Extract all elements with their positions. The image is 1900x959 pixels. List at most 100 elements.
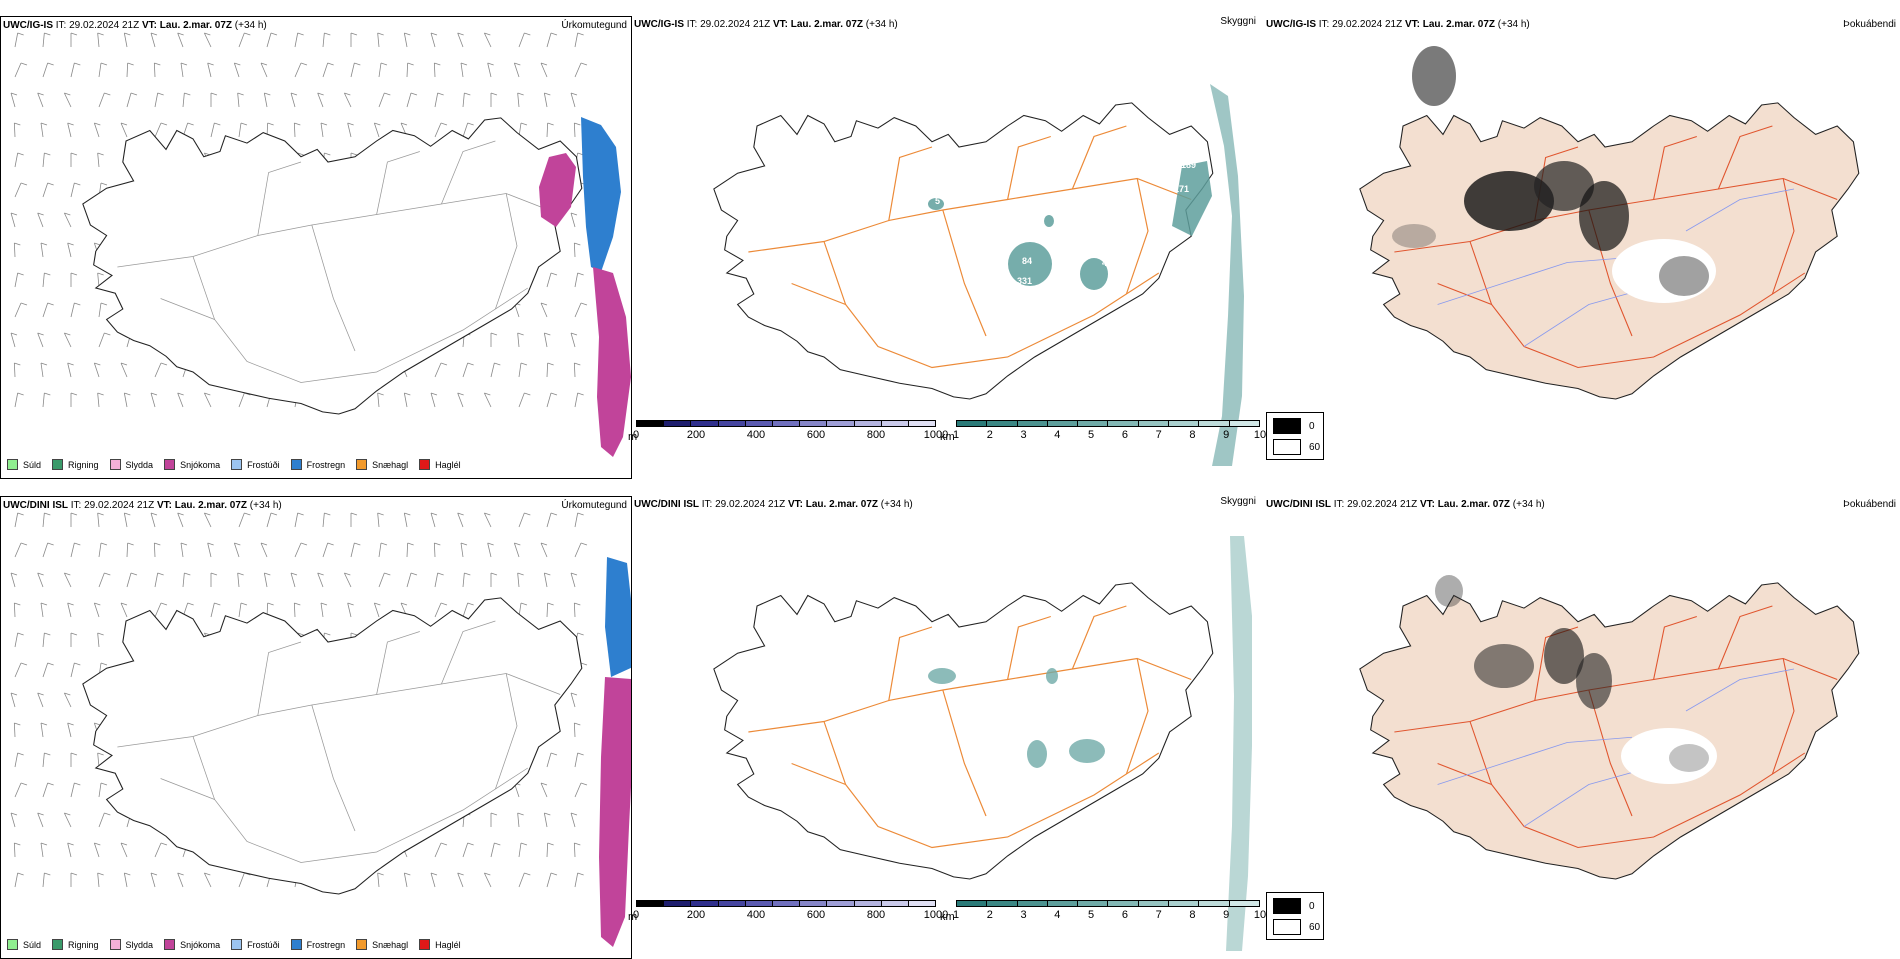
wind-barb — [573, 362, 581, 378]
height-colorbar-swatches — [636, 900, 936, 907]
wind-barb — [42, 302, 54, 318]
wind-barb — [63, 92, 72, 108]
wind-barb — [570, 92, 578, 108]
precip-legend-item: Slydda — [109, 939, 153, 950]
height-colorbar-ticks: 0 200 400 600 800 1000 — [633, 427, 948, 441]
wind-barb — [483, 392, 492, 408]
wind-barb — [180, 62, 188, 78]
wind-barb — [40, 122, 48, 138]
colorbar-segment — [800, 901, 828, 906]
wind-barb — [540, 782, 548, 798]
wind-barb — [14, 872, 24, 888]
wind-barb — [294, 32, 304, 48]
legend-swatch — [52, 939, 64, 950]
wind-barb — [543, 332, 551, 348]
colorbar-segment — [881, 901, 909, 906]
colorbar-segment — [1017, 901, 1048, 906]
road-line — [1125, 658, 1149, 775]
wind-barb — [13, 842, 21, 858]
wind-barb — [97, 392, 104, 408]
fog-shading — [1435, 575, 1717, 784]
colorbar-tick: 8 — [1189, 909, 1196, 921]
colorbar-tick: 10 — [1253, 909, 1267, 921]
wind-barb — [153, 542, 161, 558]
wind-barb — [70, 662, 81, 678]
wind-barb — [457, 512, 464, 528]
wind-barb — [517, 332, 524, 348]
visibility-colorbar-swatches — [956, 900, 1260, 907]
fog-swatch-60 — [1273, 919, 1301, 935]
wind-barb — [490, 362, 501, 378]
wind-barb — [434, 92, 444, 108]
colorbar-segment — [908, 421, 936, 426]
wind-barb — [238, 602, 248, 618]
iceland-outline — [82, 117, 583, 415]
road-line — [1588, 689, 1633, 817]
wind-barb — [373, 602, 381, 618]
wind-barb — [378, 92, 391, 108]
colorbar-tick: 2 — [986, 429, 993, 441]
wind-barb — [97, 872, 104, 888]
visibility-value-label: 331 — [1017, 276, 1032, 286]
panel-header: UWC/IG-IS IT: 29.02.2024 21Z VT: Lau. 2.… — [1266, 19, 1530, 30]
wind-barb — [180, 542, 188, 558]
wind-barb — [67, 602, 74, 618]
wind-barb — [573, 242, 581, 258]
wind-barb — [543, 92, 551, 108]
road-line — [1653, 616, 1697, 680]
wind-barb — [98, 572, 111, 588]
wind-barb — [518, 512, 531, 528]
wind-barb — [546, 272, 558, 288]
precip-legend-item: Haglél — [419, 939, 461, 950]
visibility-value-label: 84 — [1022, 256, 1032, 266]
wind-barb — [457, 872, 464, 888]
wind-barb — [42, 542, 54, 558]
wind-barb — [434, 572, 444, 588]
wind-barb — [320, 602, 328, 618]
wind-barb — [462, 842, 474, 858]
wind-barb — [462, 362, 474, 378]
road-line — [1771, 178, 1795, 295]
wind-barb — [14, 32, 24, 48]
height-unit: m — [628, 911, 638, 923]
fog-map — [1359, 575, 1860, 880]
wind-barb — [70, 32, 78, 47]
wind-barb — [177, 512, 184, 528]
wind-barb — [490, 812, 498, 827]
wind-barb — [434, 602, 448, 618]
wind-barb — [40, 242, 48, 258]
wind-barb — [97, 632, 104, 648]
panel-title: Þokuábendi — [1843, 19, 1896, 30]
precip-legend-item: Frostúði — [231, 939, 280, 950]
wind-barb — [487, 542, 494, 558]
legend-label: Frostúði — [247, 459, 280, 470]
roads — [117, 140, 561, 383]
wind-barb — [574, 392, 584, 408]
wind-barb — [63, 332, 72, 348]
wind-barb — [546, 752, 558, 768]
wind-barb — [70, 542, 81, 558]
precip-legend-item: Rigning — [52, 459, 99, 470]
colorbar-segment — [881, 421, 909, 426]
colorbar-tick: 0 — [632, 909, 640, 921]
fog-legend-bottom: 0 60 — [1266, 892, 1324, 940]
wind-barb — [14, 62, 28, 78]
road-line — [117, 193, 561, 268]
wind-barb — [154, 92, 164, 108]
panel-header: UWC/DINI ISL IT: 29.02.2024 21Z VT: Lau.… — [634, 499, 913, 510]
colorbar-segment — [718, 901, 746, 906]
fog-legend-value: 0 — [1309, 900, 1315, 912]
cloud-panel-bottom: UWC/DINI ISL IT: 29.02.2024 21Z VT: Lau.… — [632, 496, 1264, 959]
wind-barb — [153, 62, 161, 78]
wind-barb — [42, 32, 51, 48]
colorbar-segment — [772, 421, 801, 426]
wind-barb — [350, 512, 358, 527]
colorbar-tick: 9 — [1223, 429, 1230, 441]
colorbar-tick: 400 — [746, 909, 766, 921]
wind-barb — [546, 512, 558, 528]
precip-legend-item: Snæhagl — [356, 459, 408, 470]
wind-barb — [150, 32, 158, 48]
wind-barb — [70, 512, 78, 527]
road-line — [791, 762, 846, 786]
wind-barb — [14, 302, 28, 318]
